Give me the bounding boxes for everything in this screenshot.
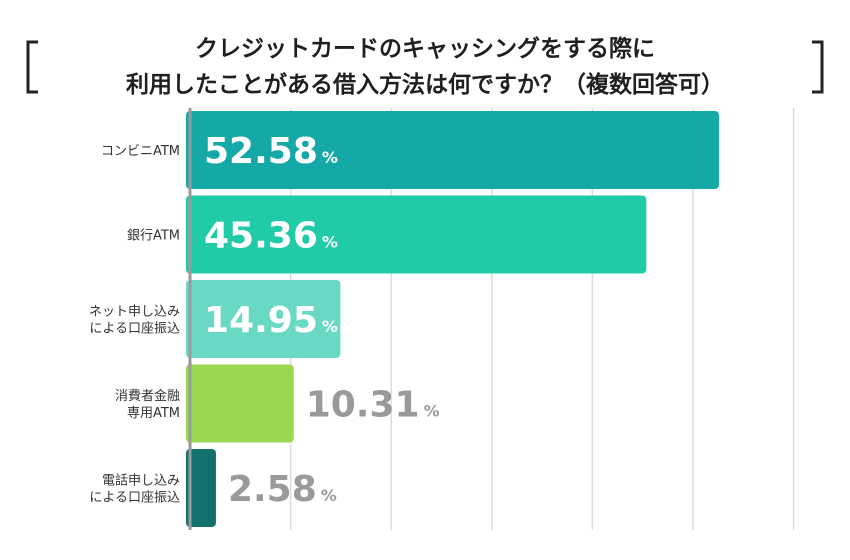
bar-2 xyxy=(186,195,647,274)
category-label-3-1: ネット申し込み xyxy=(89,305,180,320)
category-label-4-1: 消費者金融 xyxy=(115,388,180,404)
category-label-4-2: 専用ATM xyxy=(127,406,180,421)
title-line-1: クレジットカードのキャッシングをする際に xyxy=(195,35,655,62)
chart-title: クレジットカードのキャッシングをする際に利用したことがある借入方法は何ですか？（… xyxy=(126,35,724,98)
bar-1 xyxy=(186,111,719,189)
left-bracket xyxy=(26,40,38,94)
category-label-5-1: 電話申し込み xyxy=(102,473,180,489)
category-label-2-1: 銀行ATM xyxy=(127,229,180,244)
category-label-3-2: による口座振込 xyxy=(89,322,180,337)
title-line-2: 利用したことがある借入方法は何ですか？（複数回答可） xyxy=(126,71,724,98)
category-label-1-1: コンビニATM xyxy=(101,144,180,159)
bar-5 xyxy=(186,449,216,527)
value-label-5: 2.58% xyxy=(228,469,337,510)
value-label-3: 14.95% xyxy=(204,300,338,341)
value-labels: 52.58 % 45.36 % 14.95 % 10.31 % 2.58% xyxy=(204,131,440,510)
bar-4 xyxy=(186,364,294,443)
value-label-2: 45.36% xyxy=(204,216,338,257)
value-label-1: 52.58% xyxy=(204,131,338,172)
bar-3 xyxy=(186,280,341,358)
bars xyxy=(186,111,719,527)
value-label-4: 10.31% xyxy=(306,385,440,426)
category-label-5-2: による口座振込 xyxy=(89,491,180,506)
category-labels: コンビニATM銀行ATMネット申し込みによる口座振込消費者金融専用ATM電話申し… xyxy=(89,144,180,506)
title-brackets xyxy=(26,40,824,94)
right-bracket xyxy=(812,40,824,94)
